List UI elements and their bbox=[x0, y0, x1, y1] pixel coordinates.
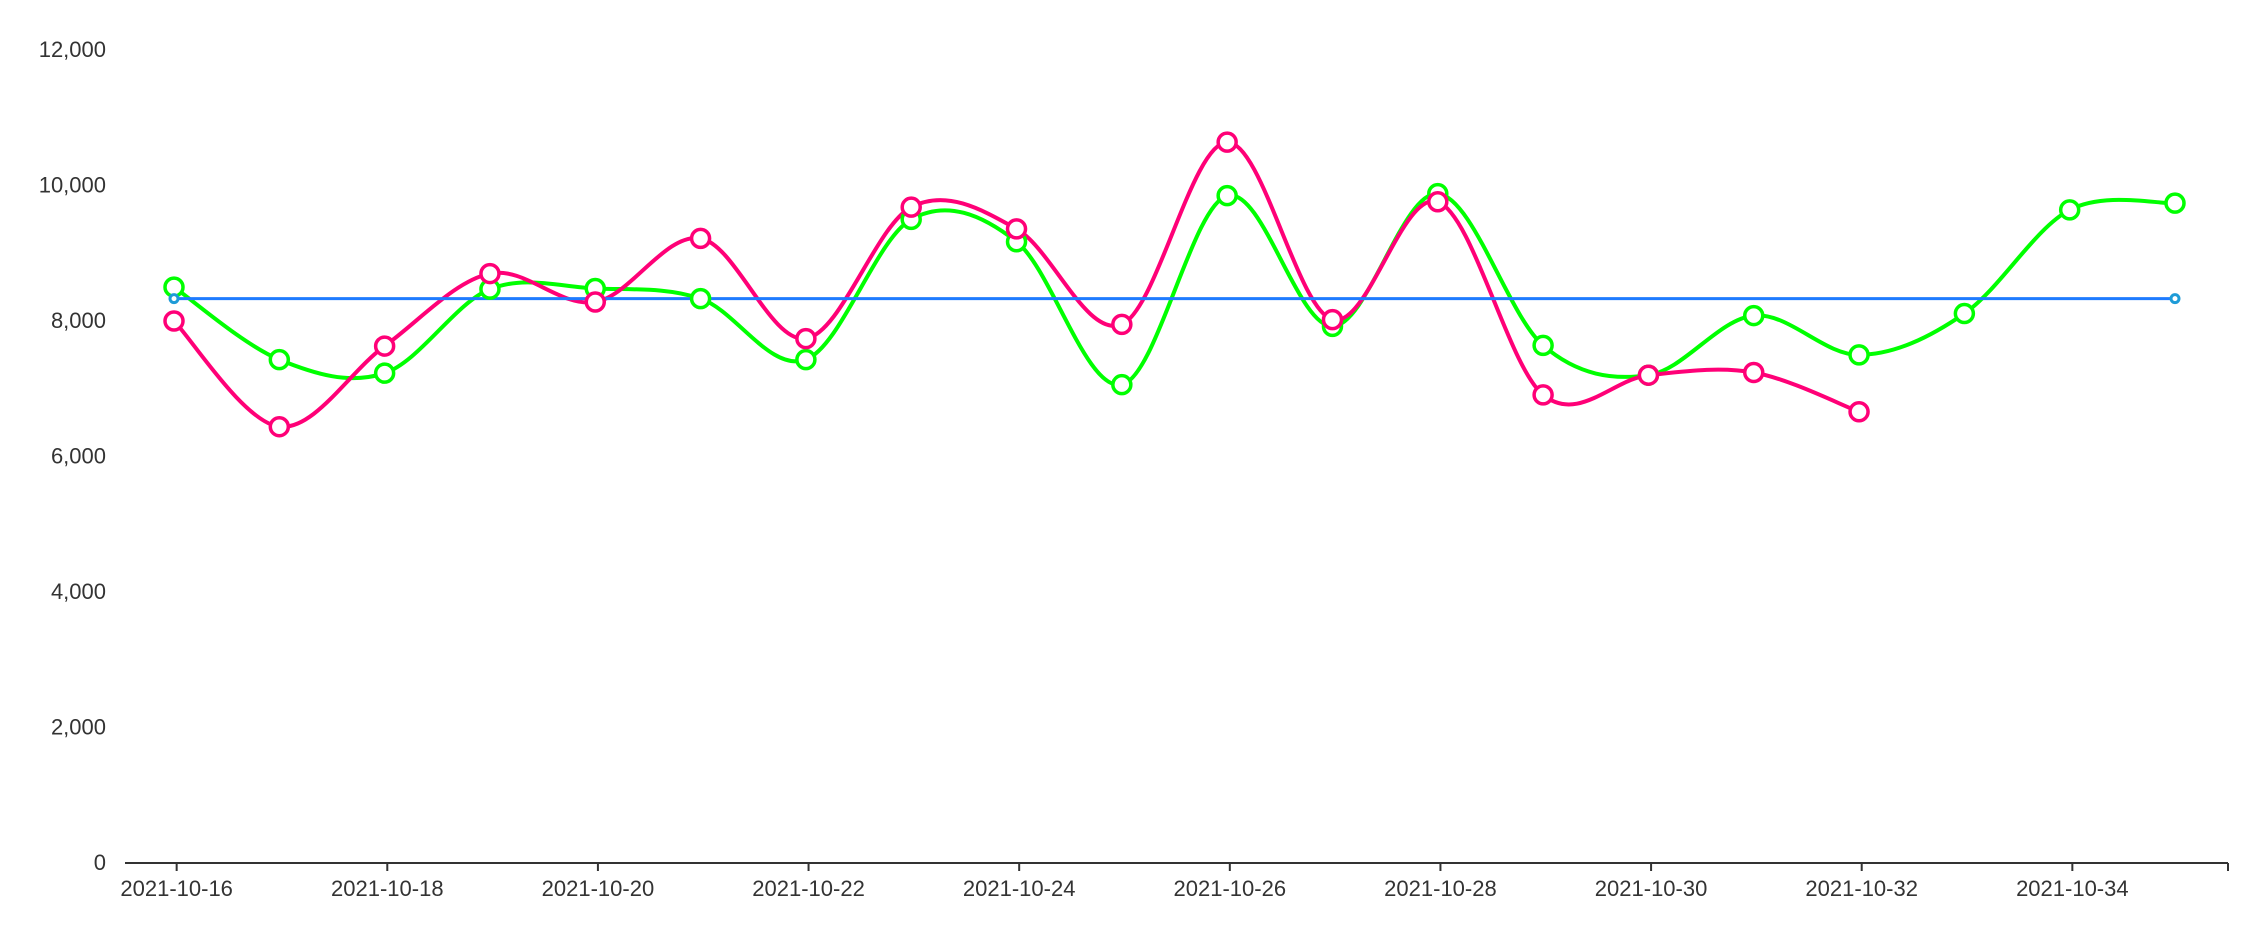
series-1-point[interactable] bbox=[1637, 364, 1660, 386]
x-tick-label: 2021-10-22 bbox=[752, 876, 865, 901]
x-tick-label: 2021-10-34 bbox=[2016, 876, 2129, 901]
x-tick-label: 2021-10-30 bbox=[1595, 876, 1708, 901]
series-1-point[interactable] bbox=[373, 335, 396, 357]
series-0-point[interactable] bbox=[2164, 192, 2186, 214]
series-0-point[interactable] bbox=[795, 348, 817, 371]
series-1-point[interactable] bbox=[163, 310, 185, 332]
series-0-line bbox=[172, 191, 2176, 387]
series-1-line bbox=[172, 140, 1860, 429]
series-0-point[interactable] bbox=[1532, 334, 1554, 357]
series-1-point[interactable] bbox=[268, 415, 291, 438]
series-1-point[interactable] bbox=[900, 196, 922, 218]
series-1-point[interactable] bbox=[795, 327, 817, 350]
series-1-point[interactable] bbox=[479, 262, 501, 285]
x-axis: 2021-10-16 2021-10-18 2021-10-20 2021-10-22… bbox=[120, 862, 2229, 901]
series-1-point[interactable] bbox=[1742, 361, 1765, 384]
series-1-point[interactable] bbox=[1216, 131, 1238, 153]
series-0-point[interactable] bbox=[1216, 184, 1238, 207]
series-0-point[interactable] bbox=[373, 362, 396, 384]
series-0-point[interactable] bbox=[268, 348, 291, 371]
series-2-endpoint[interactable] bbox=[168, 293, 180, 305]
series-1-point[interactable] bbox=[584, 291, 607, 313]
series-2-endpoint[interactable] bbox=[2169, 293, 2181, 305]
y-tick-label: 10,000 bbox=[39, 173, 106, 198]
series-1-point[interactable] bbox=[1321, 308, 1344, 331]
series-0-point[interactable] bbox=[2058, 199, 2081, 221]
series-0-point[interactable] bbox=[689, 287, 712, 310]
series-0-point[interactable] bbox=[1848, 344, 1870, 366]
series-layer bbox=[163, 131, 2186, 438]
x-tick-label: 2021-10-32 bbox=[1805, 876, 1918, 901]
series-0-point[interactable] bbox=[1111, 373, 1133, 396]
series-1-point[interactable] bbox=[1005, 218, 1028, 240]
x-tick-label: 2021-10-24 bbox=[963, 876, 1076, 901]
series-1-point[interactable] bbox=[689, 227, 712, 250]
series-0-point[interactable] bbox=[1742, 304, 1765, 327]
y-tick-label: 4,000 bbox=[51, 579, 106, 604]
y-tick-label: 12,000 bbox=[39, 37, 106, 62]
x-tick-label: 2021-10-18 bbox=[331, 876, 444, 901]
y-tick-label: 2,000 bbox=[51, 715, 106, 740]
x-tick-label: 2021-10-20 bbox=[542, 876, 655, 901]
x-tick-label: 2021-10-16 bbox=[120, 876, 233, 901]
series-1-point[interactable] bbox=[1532, 384, 1554, 406]
y-axis: 0 2,000 4,000 6,000 8,000 10,000 12,000 bbox=[39, 37, 106, 875]
y-tick-label: 6,000 bbox=[51, 444, 106, 469]
x-tick-label: 2021-10-26 bbox=[1174, 876, 1287, 901]
series-0-point[interactable] bbox=[1953, 302, 1976, 325]
series-1-point[interactable] bbox=[1848, 401, 1870, 423]
y-tick-label: 8,000 bbox=[51, 308, 106, 333]
y-tick-label: 0 bbox=[94, 850, 106, 875]
x-tick-label: 2021-10-28 bbox=[1384, 876, 1497, 901]
series-1-point[interactable] bbox=[1427, 191, 1449, 213]
series-1-point[interactable] bbox=[1111, 313, 1133, 336]
